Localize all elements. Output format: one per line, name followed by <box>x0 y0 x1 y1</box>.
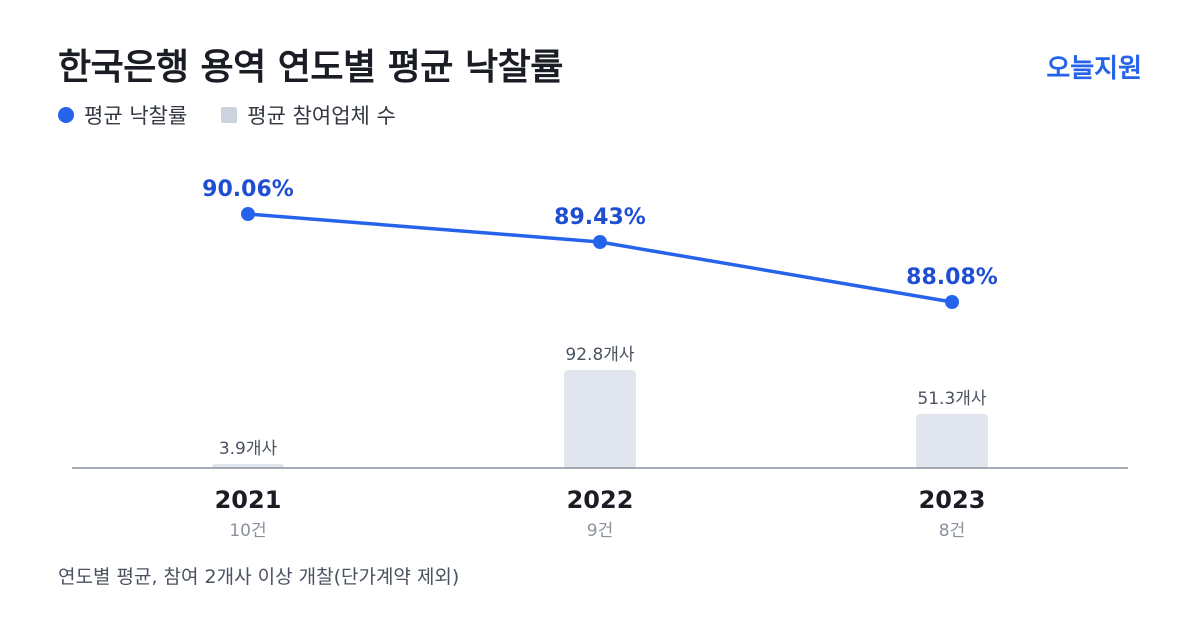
bar-label: 3.9개사 <box>219 439 278 459</box>
x-tick-sublabel: 10건 <box>229 521 266 541</box>
legend-dot-icon <box>58 107 74 123</box>
rate-label: 89.43% <box>554 205 646 230</box>
legend-item-count: 평균 참여업체 수 <box>221 100 396 130</box>
rate-label: 88.08% <box>906 265 998 290</box>
bar <box>564 370 636 468</box>
x-tick-label: 2022 <box>567 486 634 514</box>
legend-label-rate: 평균 낙찰률 <box>84 104 188 128</box>
bar <box>212 463 284 468</box>
chart-title: 한국은행 용역 연도별 평균 낙찰률 <box>58 47 563 88</box>
brand-logo[interactable]: 오늘지원 <box>1046 54 1142 84</box>
rate-point <box>945 295 959 309</box>
rate-point <box>593 235 607 249</box>
legend-item-rate: 평균 낙찰률 <box>58 100 187 130</box>
legend-label-count: 평균 참여업체 수 <box>247 104 396 128</box>
legend: 평균 낙찰률 평균 참여업체 수 <box>58 100 396 130</box>
legend-square-icon <box>221 107 238 123</box>
rate-point <box>241 207 255 221</box>
x-tick-label: 2023 <box>919 486 986 514</box>
x-tick-label: 2021 <box>215 486 282 514</box>
footnote: 연도별 평균, 참여 2개사 이상 개찰(단가계약 제외) <box>58 566 460 588</box>
rate-label: 90.06% <box>202 177 294 202</box>
x-tick-sublabel: 8건 <box>939 521 965 541</box>
x-tick-sublabel: 9건 <box>587 521 613 541</box>
bar <box>916 413 988 468</box>
bar-label: 51.3개사 <box>917 389 986 409</box>
bar-label: 92.8개사 <box>565 345 634 365</box>
